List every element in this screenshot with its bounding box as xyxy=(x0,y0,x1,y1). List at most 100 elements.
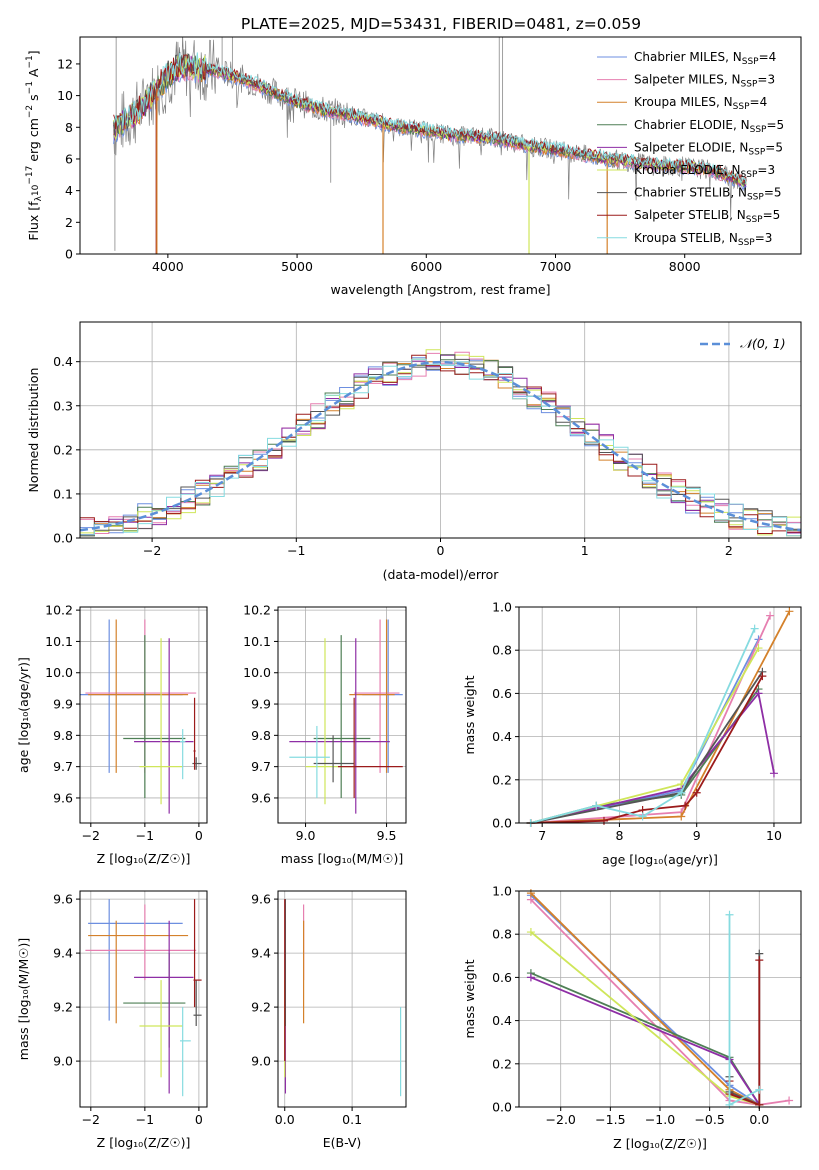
marker-salpeter_elodie xyxy=(769,769,778,778)
x-tick-label: 1 xyxy=(581,543,589,558)
x-tick-label: −1.0 xyxy=(645,1112,675,1127)
x-tick-label: 7000 xyxy=(540,259,572,274)
legend-label-salpeter_miles: Salpeter MILES, NSSP=3 xyxy=(634,73,775,90)
mass-vs-Z-panel-area xyxy=(85,899,202,1097)
legend-label-chabrier_miles: Chabrier MILES, NSSP=4 xyxy=(634,50,776,67)
legend-label-kroupa_miles: Kroupa MILES, NSSP=4 xyxy=(634,95,767,112)
y-tick-label: 10.2 xyxy=(243,603,271,618)
y-tick-label: 0.1 xyxy=(53,486,73,501)
series-chabrier_stelib xyxy=(530,671,764,824)
marker-kroupa_miles xyxy=(785,607,794,616)
y-tick-label: 0.4 xyxy=(492,729,512,744)
y-tick-label: 9.8 xyxy=(53,728,73,743)
y-tick-label: 9.9 xyxy=(53,697,73,712)
age-vs-Z-panel-area xyxy=(80,619,202,814)
spectrum-ylabel: Flux [fλ10−17 erg cm−2 s−1 A−1] xyxy=(25,50,44,240)
x-tick-label: 0.1 xyxy=(342,1112,362,1127)
x-tick-label: 0 xyxy=(195,1112,203,1127)
mass-vs-Z-panel-frame xyxy=(79,890,208,1108)
massweight-vs-Z-panel: −2.0 −1.5 −1.0 −0.5 0.0 0.0 0.2 0.4 0.6 0.8 1.0 Z [… xyxy=(462,884,802,1151)
y-tick-label: 0.2 xyxy=(53,442,73,457)
massweight-vs-age-panel: 7 8 9 10 0.0 0.2 0.4 0.6 0.8 1.0 age [log₁₀(age/yr… xyxy=(462,600,802,867)
x-tick-label: 9 xyxy=(693,828,701,843)
y-tick-label: 9.2 xyxy=(53,1000,73,1015)
y-tick-label: 9.6 xyxy=(53,790,73,805)
age-vs-mass-panel-xlabel: mass [log₁₀(M/M☉)] xyxy=(281,851,403,866)
y-tick-label: 9.9 xyxy=(251,697,271,712)
y-tick-label: 0.0 xyxy=(53,531,73,546)
observed-spectrum xyxy=(113,37,747,218)
legend-label-normal: 𝒩(0, 1) xyxy=(740,336,786,351)
age-vs-mass-panel: 9.0 9.5 9.6 9.7 9.8 9.9 10.0 10.1 10.2 mass [log₁… xyxy=(243,603,407,866)
y-tick-label: 12 xyxy=(57,56,73,71)
legend-label-chabrier_stelib: Chabrier STELIB, NSSP=5 xyxy=(634,186,782,203)
age-vs-mass-panel-area xyxy=(289,619,403,814)
model-spectrum-kroupa_stelib xyxy=(113,52,747,184)
marker-salpeter_stelib xyxy=(692,788,701,797)
mass-vs-ebv-panel-area xyxy=(284,899,402,1097)
y-tick-label: 9.8 xyxy=(251,728,271,743)
legend-label-kroupa_stelib: Kroupa STELIB, NSSP=3 xyxy=(634,231,772,248)
x-tick-label: 9.5 xyxy=(377,828,397,843)
series-salpeter_elodie xyxy=(530,691,775,824)
residual-panel: −2 −1 0 1 2 0.0 0.1 0.2 0.3 0.4 (data-model)/error… xyxy=(26,321,802,582)
marker-salpeter_elodie xyxy=(754,689,763,698)
figure-title: PLATE=2025, MJD=53431, FIBERID=0481, z=0… xyxy=(241,15,641,33)
legend-label-chabrier_elodie: Chabrier ELODIE, NSSP=5 xyxy=(634,118,784,135)
y-tick-label: 10.1 xyxy=(243,634,271,649)
x-tick-label: −1.5 xyxy=(595,1112,625,1127)
marker-kroupa_miles xyxy=(677,812,686,821)
marker-kroupa_stelib xyxy=(725,1100,734,1109)
massweight-vs-Z-panel-ylabel: mass weight xyxy=(462,959,477,1038)
x-tick-label: −1 xyxy=(136,828,154,843)
y-tick-label: 0.6 xyxy=(492,970,512,985)
y-tick-label: 9.7 xyxy=(53,759,73,774)
x-tick-label: 8 xyxy=(615,828,623,843)
y-tick-label: 10 xyxy=(57,88,73,103)
x-tick-label: −1 xyxy=(136,1112,154,1127)
y-tick-label: 0.2 xyxy=(492,1056,512,1071)
x-tick-label: 2 xyxy=(725,543,733,558)
marker-salpeter_stelib xyxy=(758,672,767,681)
y-tick-label: 0.8 xyxy=(492,927,512,942)
marker-salpeter_stelib xyxy=(681,801,690,810)
massweight-vs-age-panel-xlabel: age [log₁₀(age/yr)] xyxy=(602,852,718,867)
mass-vs-ebv-panel-frame xyxy=(277,890,407,1108)
marker-salpeter_miles xyxy=(785,1096,794,1105)
y-tick-label: 0 xyxy=(65,247,73,262)
y-tick-label: 9.2 xyxy=(251,1000,271,1015)
marker-salpeter_elodie xyxy=(526,973,535,982)
marker-kroupa_stelib xyxy=(638,812,647,821)
x-tick-label: −2 xyxy=(82,828,100,843)
marker-kroupa_elodie xyxy=(677,780,686,789)
y-tick-label: 9.6 xyxy=(53,892,73,907)
y-tick-label: 0.2 xyxy=(492,772,512,787)
y-tick-label: 0.4 xyxy=(53,354,73,369)
legend-label-kroupa_elodie: Kroupa ELODIE, NSSP=3 xyxy=(634,163,775,180)
model-spectrum-kroupa_elodie xyxy=(113,54,747,186)
mass-vs-Z-panel-ylabel: mass [log₁₀(M/M☉)] xyxy=(16,938,31,1060)
marker-kroupa_stelib xyxy=(725,910,734,919)
histogram-salpeter_stelib xyxy=(80,354,801,534)
legend-label-salpeter_stelib: Salpeter STELIB, NSSP=5 xyxy=(634,208,780,225)
normal-curve xyxy=(79,360,802,532)
marker-kroupa_stelib xyxy=(750,624,759,633)
x-tick-label: 8000 xyxy=(669,259,701,274)
x-tick-label: 0 xyxy=(437,543,445,558)
series-kroupa_miles xyxy=(530,610,791,824)
x-tick-label: −1 xyxy=(287,543,305,558)
marker-salpeter_stelib xyxy=(755,956,764,965)
y-tick-label: 0.4 xyxy=(492,1013,512,1028)
y-tick-label: 1.0 xyxy=(492,884,512,899)
x-tick-label: 0.0 xyxy=(749,1112,769,1127)
y-tick-label: 10.1 xyxy=(45,634,73,649)
mass-vs-ebv-panel: 0.0 0.1 9.0 9.2 9.4 9.6 E(B-V) xyxy=(251,890,407,1150)
marker-kroupa_elodie xyxy=(526,928,535,937)
y-tick-label: 9.6 xyxy=(251,790,271,805)
x-tick-label: −2 xyxy=(82,1112,100,1127)
series-salpeter_stelib xyxy=(530,675,764,824)
y-tick-label: 10.2 xyxy=(45,603,73,618)
x-tick-label: −2.0 xyxy=(546,1112,576,1127)
legend-label-salpeter_elodie: Salpeter ELODIE, NSSP=5 xyxy=(634,140,783,157)
